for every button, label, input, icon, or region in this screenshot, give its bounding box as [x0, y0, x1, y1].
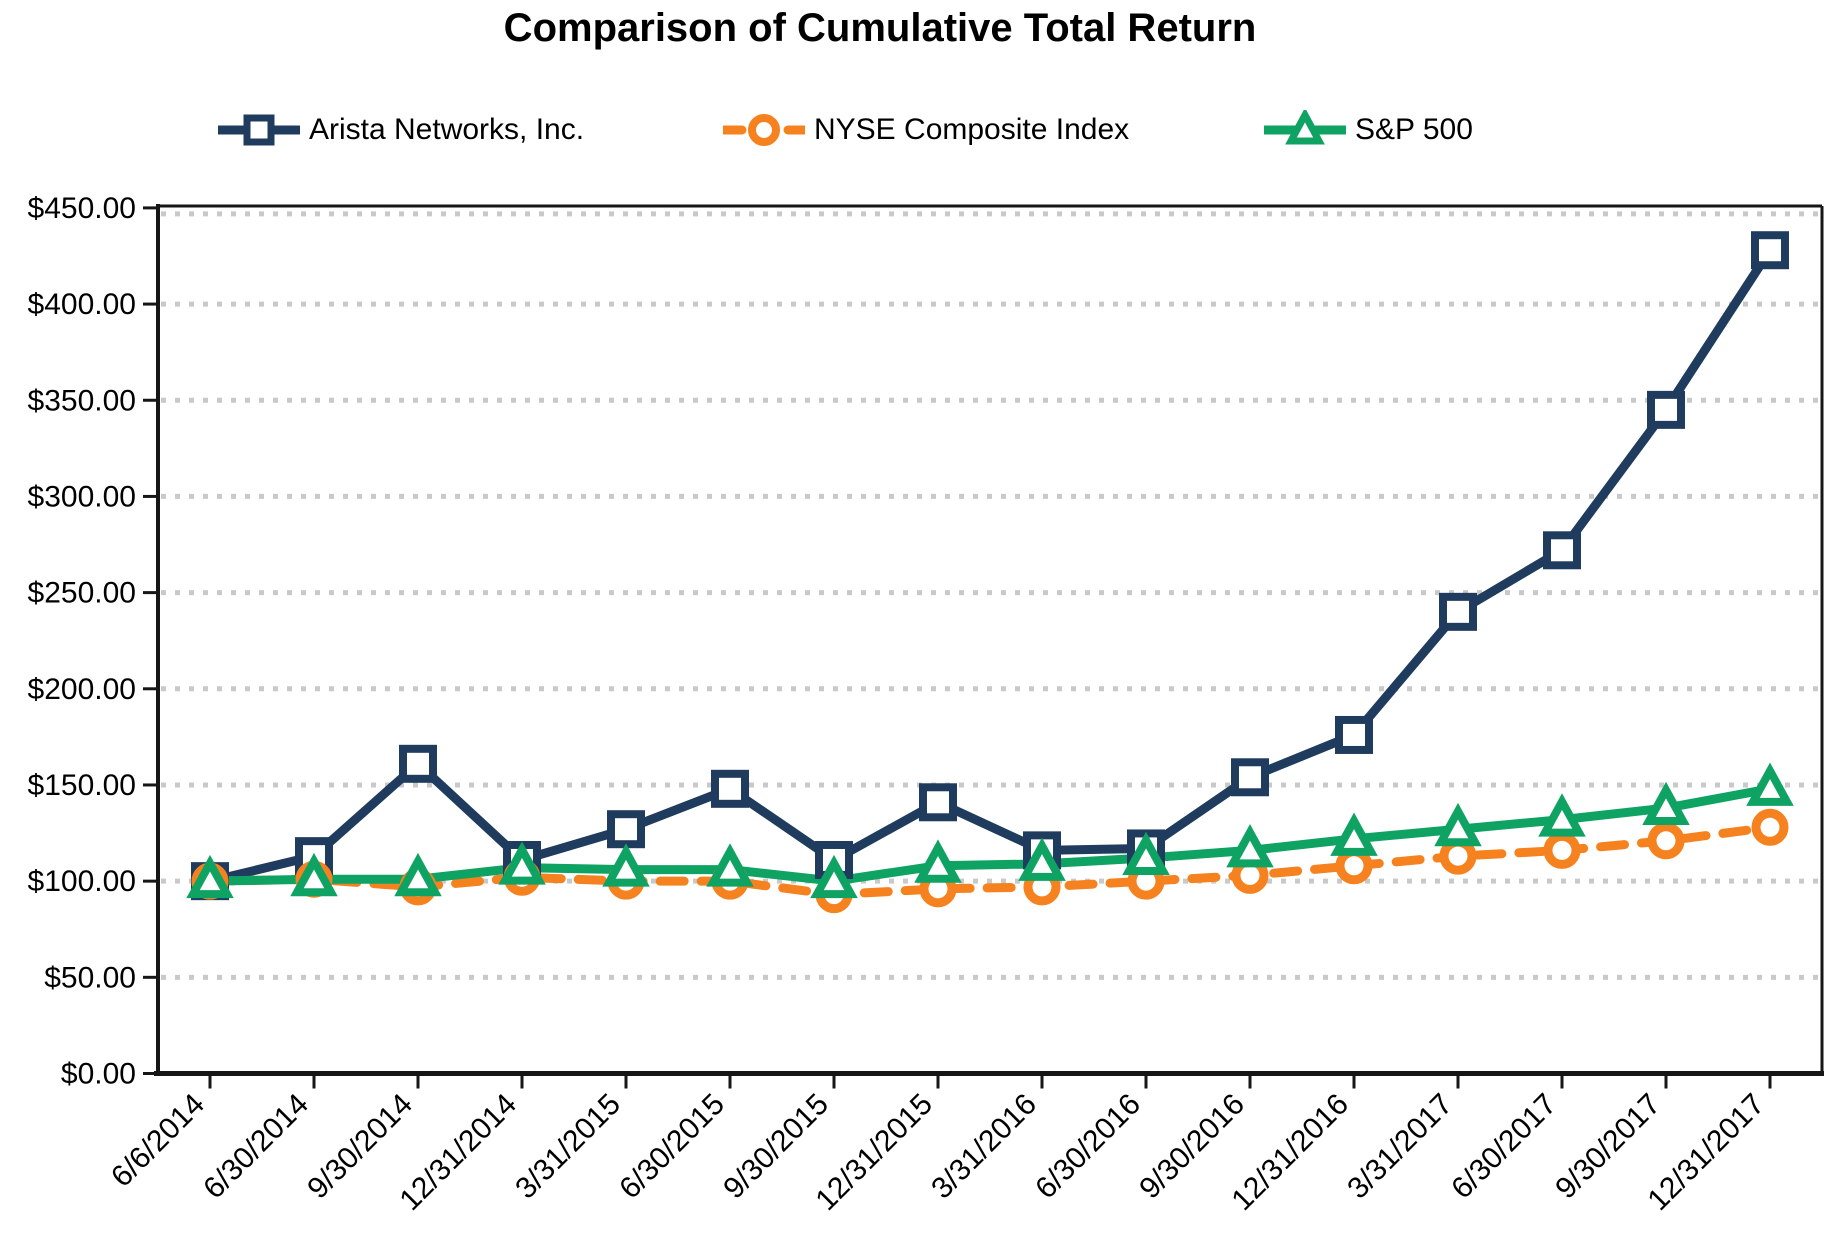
data-point-2-3: [498, 841, 546, 885]
data-point-0-11: [1335, 715, 1373, 754]
data-point-2-0: [186, 854, 234, 899]
data-point-2-9: [1122, 831, 1170, 876]
x-axis-label-5: 6/30/2015: [613, 1088, 731, 1206]
legend-label-arista: Arista Networks, Inc.: [309, 113, 585, 146]
data-point-0-2: [399, 744, 437, 783]
data-point-2-11: [1330, 812, 1378, 856]
data-point-0-14: [1647, 390, 1685, 429]
data-point-1-13: [1543, 831, 1581, 869]
x-axis-label-4: 3/31/2015: [509, 1088, 627, 1206]
data-point-2-7: [914, 839, 962, 883]
data-point-2-13: [1538, 793, 1586, 837]
legend-sample-square: [243, 114, 275, 146]
y-axis-label-200: $200.00: [28, 673, 136, 706]
x-axis-label-8: 3/31/2016: [925, 1088, 1043, 1206]
data-point-1-14: [1647, 822, 1685, 860]
x-axis-label-1: 6/30/2014: [197, 1088, 315, 1206]
legend-sample-triangle: [1285, 110, 1325, 145]
legend-marker-circle-icon: [723, 114, 805, 146]
legend-marker-square-icon: [218, 114, 300, 146]
legend-sample-circle: [748, 114, 780, 146]
x-axis-label-0: 6/6/2014: [105, 1088, 211, 1194]
y-axis-label-400: $400.00: [28, 288, 136, 321]
y-axis-label-450: $450.00: [28, 192, 136, 225]
data-point-2-8: [1018, 837, 1066, 881]
data-point-0-7: [919, 783, 957, 822]
data-point-0-10: [1231, 758, 1269, 797]
y-axis-label-300: $300.00: [28, 480, 136, 513]
data-point-2-15: [1746, 762, 1794, 806]
x-axis-label-13: 6/30/2017: [1445, 1088, 1563, 1206]
series-line-0: [205, 245, 1775, 886]
legend-item-nyse: NYSE Composite Index: [723, 108, 1129, 152]
data-point-1-11: [1335, 847, 1373, 885]
data-point-1-12: [1439, 837, 1477, 875]
y-axis-label-0: $0.00: [61, 1058, 136, 1091]
x-axis-label-12: 3/31/2017: [1341, 1088, 1459, 1206]
data-point-1-15: [1751, 808, 1789, 846]
data-point-2-1: [290, 852, 338, 897]
series-line-1: [205, 822, 1775, 900]
data-point-0-13: [1543, 531, 1581, 570]
y-axis-label-150: $150.00: [28, 769, 136, 802]
series-line-2: [205, 784, 1775, 886]
y-axis-label-350: $350.00: [28, 384, 136, 417]
y-axis-label-50: $50.00: [44, 961, 136, 994]
data-point-0-15: [1751, 231, 1789, 270]
data-point-0-12: [1439, 592, 1477, 631]
data-point-2-4: [602, 843, 650, 887]
data-point-2-5: [706, 843, 754, 887]
y-axis-label-100: $100.00: [28, 865, 136, 898]
x-axis-label-9: 6/30/2016: [1029, 1088, 1147, 1206]
data-point-2-6: [810, 854, 858, 899]
legend: Arista Networks, Inc. NYSE Composite Ind…: [0, 108, 1832, 152]
data-point-2-14: [1642, 781, 1690, 826]
legend-label-nyse: NYSE Composite Index: [814, 113, 1130, 146]
legend-item-arista: Arista Networks, Inc.: [218, 108, 584, 152]
data-point-2-12: [1434, 802, 1482, 847]
legend-label-sp500: S&P 500: [1355, 113, 1473, 146]
legend-marker-triangle-icon: [1264, 110, 1346, 145]
data-point-0-5: [711, 769, 749, 808]
data-point-0-4: [607, 810, 645, 849]
data-point-2-2: [394, 852, 442, 897]
data-point-2-10: [1226, 824, 1274, 868]
y-axis-label-250: $250.00: [28, 577, 136, 610]
chart-title: Comparison of Cumulative Total Return: [503, 6, 1257, 50]
legend-item-sp500: S&P 500: [1264, 108, 1473, 152]
